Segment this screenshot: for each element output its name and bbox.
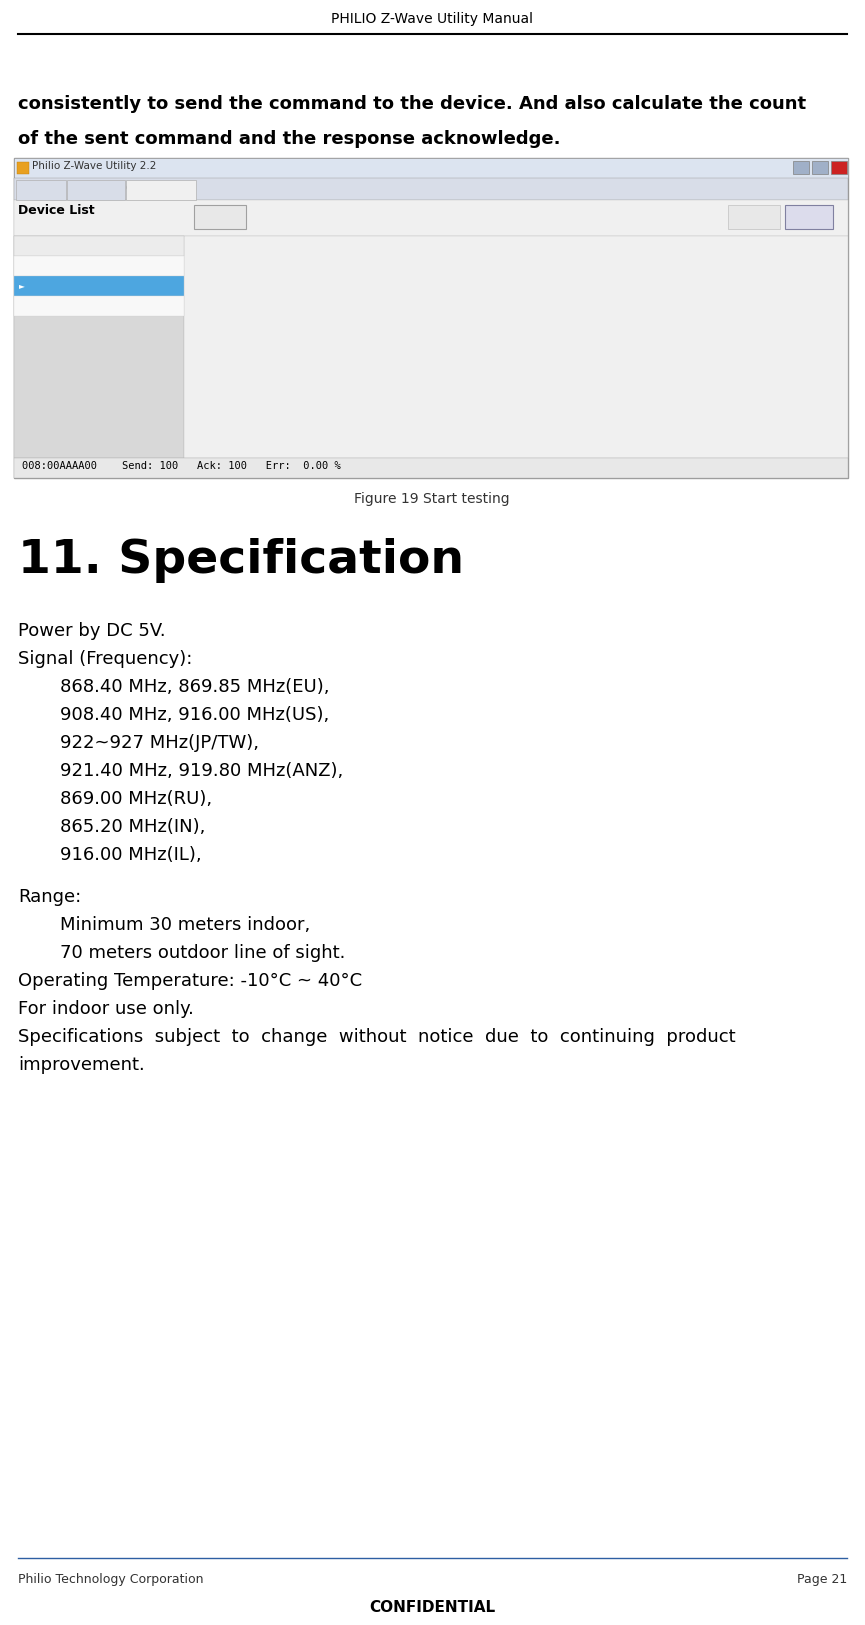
Text: 865.20 MHz(IN),: 865.20 MHz(IN), <box>60 817 205 835</box>
Text: 868.40 MHz, 869.85 MHz(EU),: 868.40 MHz, 869.85 MHz(EU), <box>60 678 330 696</box>
Bar <box>785 205 833 229</box>
Text: 255: 255 <box>36 297 57 309</box>
Bar <box>728 205 780 229</box>
Text: 70 meters outdoor line of sight.: 70 meters outdoor line of sight. <box>60 944 345 962</box>
Text: 001: 001 <box>36 258 57 268</box>
Text: 11. Specification: 11. Specification <box>18 538 465 583</box>
Bar <box>194 205 246 229</box>
Bar <box>16 180 66 200</box>
Text: Manual: Manual <box>198 206 241 219</box>
Bar <box>793 161 809 174</box>
Text: Power by DC 5V.: Power by DC 5V. <box>18 622 165 640</box>
Text: 908.40 MHz, 916.00 MHz(US),: 908.40 MHz, 916.00 MHz(US), <box>60 705 330 725</box>
Text: Stop: Stop <box>793 206 825 219</box>
Text: Signal (Frequency):: Signal (Frequency): <box>18 650 192 668</box>
Text: Binding: Binding <box>18 182 63 195</box>
Bar <box>14 179 848 200</box>
Text: Philio Technology Corporation: Philio Technology Corporation <box>18 1573 203 1586</box>
Text: 916.00 MHz(IL),: 916.00 MHz(IL), <box>60 847 202 864</box>
Text: Range:: Range: <box>18 887 81 907</box>
Text: 869.00 MHz(RU),: 869.00 MHz(RU), <box>60 790 212 808</box>
Bar <box>17 162 29 174</box>
Text: 008:00AAAA00    Send: 100   Ack: 100   Err:  0.00 %: 008:00AAAA00 Send: 100 Ack: 100 Err: 0.0… <box>22 461 341 471</box>
Text: 922~927 MHz(JP/TW),: 922~927 MHz(JP/TW), <box>60 734 259 752</box>
Bar <box>14 257 184 276</box>
Bar <box>14 296 184 315</box>
Text: Specifications  subject  to  change  without  notice  due  to  continuing  produ: Specifications subject to change without… <box>18 1029 735 1046</box>
Bar <box>14 158 848 478</box>
Text: ►: ► <box>19 281 25 291</box>
Text: consistently to send the command to the device. And also calculate the count: consistently to send the command to the … <box>18 94 806 114</box>
Text: Alias: Alias <box>79 237 106 249</box>
Text: Settings: Settings <box>730 206 778 219</box>
Text: Minimum 30 meters indoor,: Minimum 30 meters indoor, <box>60 916 311 934</box>
Text: Broadcast: Broadcast <box>79 297 131 309</box>
Text: improvement.: improvement. <box>18 1056 144 1074</box>
Bar <box>14 236 184 257</box>
Bar <box>14 158 848 179</box>
Text: Operating Temperature: -10°C ~ 40°C: Operating Temperature: -10°C ~ 40°C <box>18 972 362 990</box>
Bar <box>126 180 196 200</box>
Text: Page 21: Page 21 <box>797 1573 847 1586</box>
Bar <box>184 236 848 458</box>
Bar <box>831 161 847 174</box>
Text: Figure 19 Start testing: Figure 19 Start testing <box>354 492 509 505</box>
Text: PSM02: PSM02 <box>79 278 114 288</box>
Text: of the sent command and the response acknowledge.: of the sent command and the response ack… <box>18 130 561 148</box>
Bar <box>14 276 184 296</box>
Bar <box>812 161 828 174</box>
Bar <box>14 458 848 478</box>
Text: Function: Function <box>71 182 121 195</box>
Bar <box>14 200 848 236</box>
Bar <box>67 180 125 200</box>
Text: Device List: Device List <box>18 205 94 218</box>
Text: CONFIDENTIAL: CONFIDENTIAL <box>369 1601 495 1615</box>
Text: PHILIO Z-Wave Utility Manual: PHILIO Z-Wave Utility Manual <box>331 11 533 26</box>
Text: Controller: Controller <box>79 258 131 268</box>
Text: NID: NID <box>36 237 56 249</box>
Text: Consistent: Consistent <box>125 182 196 195</box>
Bar <box>14 236 184 458</box>
Text: For indoor use only.: For indoor use only. <box>18 999 194 1017</box>
Text: Philio Z-Wave Utility 2.2: Philio Z-Wave Utility 2.2 <box>32 161 157 171</box>
Text: 921.40 MHz, 919.80 MHz(ANZ),: 921.40 MHz, 919.80 MHz(ANZ), <box>60 762 343 780</box>
Text: 008: 008 <box>36 278 57 288</box>
